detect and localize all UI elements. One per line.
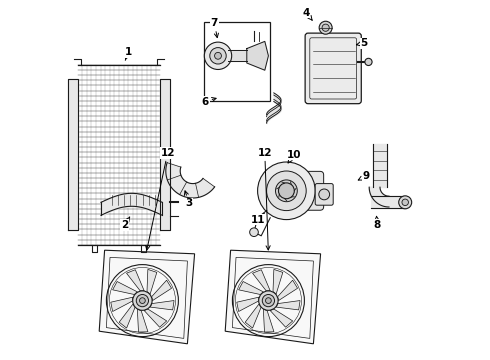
Circle shape — [258, 162, 315, 220]
Circle shape — [399, 196, 412, 209]
Bar — [204, 22, 270, 101]
Polygon shape — [273, 269, 283, 294]
Polygon shape — [126, 270, 144, 291]
Text: 12: 12 — [146, 148, 175, 250]
Text: 8: 8 — [374, 216, 381, 230]
Text: 11: 11 — [251, 214, 265, 225]
Polygon shape — [150, 301, 174, 310]
Polygon shape — [237, 297, 259, 311]
Circle shape — [136, 294, 148, 307]
Text: 4: 4 — [302, 8, 312, 20]
Polygon shape — [137, 309, 148, 332]
Circle shape — [278, 183, 294, 199]
Text: 5: 5 — [356, 38, 368, 48]
Text: 7: 7 — [211, 18, 219, 37]
Polygon shape — [239, 282, 263, 294]
Circle shape — [267, 171, 306, 211]
Circle shape — [215, 52, 221, 59]
Circle shape — [319, 189, 330, 200]
Polygon shape — [119, 304, 135, 328]
Circle shape — [210, 48, 226, 64]
Polygon shape — [278, 280, 297, 301]
Text: 2: 2 — [121, 217, 130, 230]
Polygon shape — [263, 309, 274, 332]
Text: 12: 12 — [258, 148, 272, 250]
Polygon shape — [152, 280, 172, 301]
Circle shape — [319, 21, 332, 34]
FancyBboxPatch shape — [305, 33, 361, 104]
Circle shape — [204, 42, 232, 69]
Polygon shape — [99, 250, 195, 344]
Circle shape — [266, 298, 271, 303]
FancyBboxPatch shape — [293, 171, 324, 210]
Polygon shape — [111, 297, 133, 311]
Circle shape — [402, 199, 409, 206]
Circle shape — [365, 58, 372, 66]
Text: 6: 6 — [202, 96, 216, 107]
Polygon shape — [144, 309, 167, 327]
Polygon shape — [247, 41, 269, 70]
Polygon shape — [270, 309, 293, 327]
Circle shape — [259, 291, 278, 310]
Text: 1: 1 — [124, 47, 132, 60]
Circle shape — [275, 180, 297, 202]
Polygon shape — [113, 282, 137, 294]
FancyBboxPatch shape — [315, 184, 333, 205]
Polygon shape — [166, 163, 215, 198]
Circle shape — [140, 298, 145, 303]
Circle shape — [322, 24, 329, 31]
Polygon shape — [245, 304, 261, 328]
Polygon shape — [369, 187, 389, 207]
Text: 10: 10 — [286, 150, 301, 163]
Polygon shape — [147, 269, 157, 294]
Circle shape — [133, 291, 152, 310]
Polygon shape — [160, 79, 171, 230]
Circle shape — [250, 228, 258, 237]
Circle shape — [262, 294, 274, 307]
Polygon shape — [252, 270, 270, 291]
Polygon shape — [68, 79, 77, 230]
Text: 9: 9 — [358, 171, 369, 181]
Polygon shape — [276, 301, 300, 310]
Text: 3: 3 — [184, 191, 193, 208]
Polygon shape — [225, 250, 320, 344]
